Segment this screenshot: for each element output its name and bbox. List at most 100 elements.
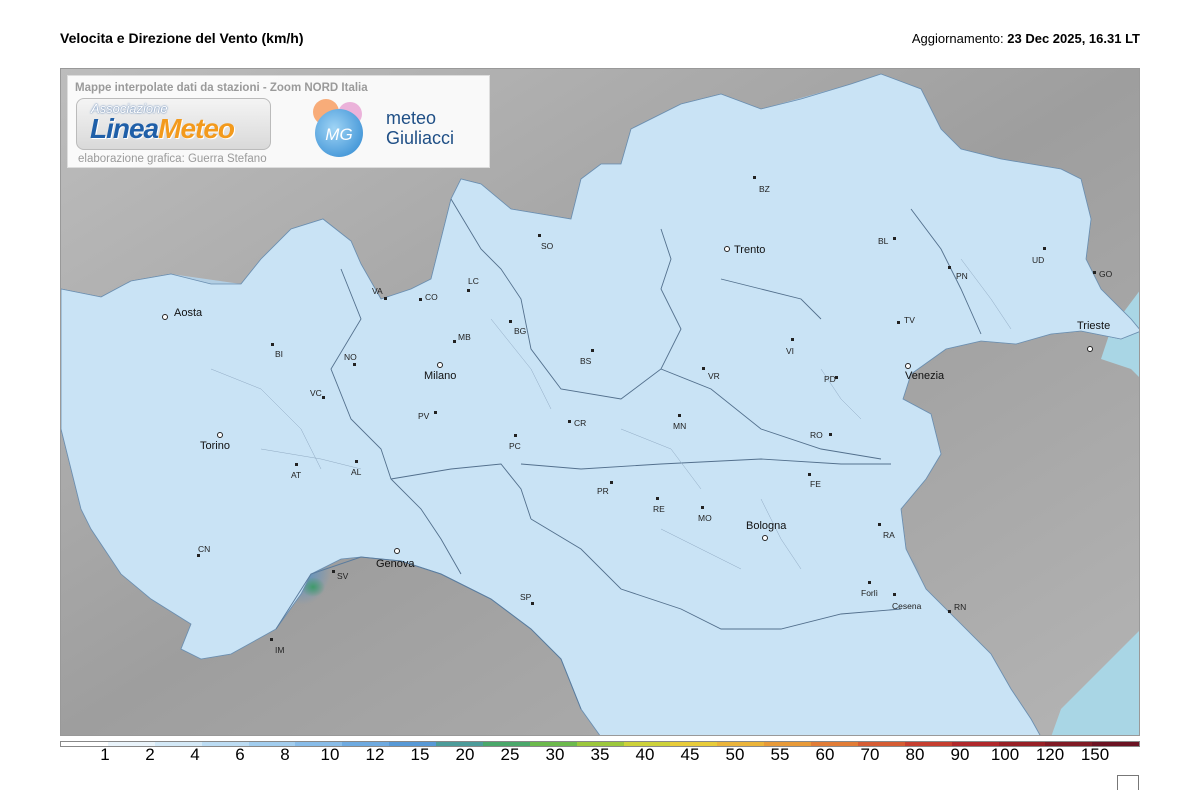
city-marker-go [1093,271,1096,274]
info-panel: Mappe interpolate dati da stazioni - Zoo… [67,75,490,168]
city-label-bl: BL [878,236,889,246]
city-marker-va [384,297,387,300]
legend-label: 1 [100,745,110,764]
city-marker-milano [437,362,443,368]
city-label-sp: SP [520,592,532,602]
city-marker-tv [897,321,900,324]
city-marker-al [355,460,358,463]
city-label-go: GO [1099,269,1113,279]
legend-swatch [998,742,1046,746]
city-marker-bi [271,343,274,346]
legend-swatch [811,742,858,746]
city-marker-bs [591,349,594,352]
city-marker-bz [753,176,756,179]
city-label-cesena: Cesena [892,601,922,611]
legend-label: 60 [815,745,835,764]
city-marker-bl [893,237,896,240]
city-label-at: AT [291,470,302,480]
legend-swatch [61,742,108,746]
city-label-so: SO [541,241,554,251]
city-marker-cn [197,554,200,557]
mg-text-meteo: meteo [386,108,437,128]
city-marker-genova [394,548,400,554]
legend-label: 120 [1035,745,1065,764]
mg-text-giuliacci: Giuliacci [386,128,455,148]
corner-box [1117,775,1139,790]
city-marker-pn [948,266,951,269]
city-marker-no [353,363,356,366]
legend-swatch [295,742,343,746]
city-label-pr: PR [597,486,609,496]
city-label-pc: PC [509,441,521,451]
city-marker-vi [791,338,794,341]
city-label-pd: PD [824,374,836,384]
legend-label: 80 [905,745,925,764]
city-label-mo: MO [698,513,712,523]
city-label-pn: PN [956,271,968,281]
city-label-fe: FE [810,479,821,489]
city-label-re: RE [653,504,665,514]
linea-meteo-logo: Associazione LineaMeteo [76,98,271,150]
legend-label: 50 [725,745,745,764]
legend-swatch [904,742,952,746]
region-borders [330,198,982,630]
wind-map [60,68,1140,736]
legend-swatch [529,742,577,746]
legend-label: 40 [635,745,655,764]
legend-label: 6 [235,745,245,764]
city-marker-im [270,638,273,641]
legend-label: 10 [320,745,340,764]
legend-label: 20 [455,745,475,764]
city-marker-pd [835,376,838,379]
city-marker-torino [217,432,223,438]
logo-assoc-text: Associazione [91,101,168,116]
legend-label: 2 [145,745,155,764]
city-marker-bg [509,320,512,323]
city-marker-ro [829,433,832,436]
city-marker-pr [610,481,613,484]
legend-swatch [764,742,811,746]
city-label-ud: UD [1032,255,1045,265]
legend-label: 35 [590,745,610,764]
city-marker-vc [322,396,325,399]
legend-color-bar [60,741,1140,747]
city-marker-mo [701,506,704,509]
city-label-genova: Genova [376,558,415,570]
city-label-mb: MB [458,332,471,342]
city-marker-fe [808,473,811,476]
city-label-bologna: Bologna [746,520,787,532]
logo-brand-text: LineaMeteo [90,113,235,145]
city-marker-forli [868,581,871,584]
city-marker-co [419,298,422,301]
city-marker-ra [878,523,881,526]
city-label-vi: VI [786,346,795,356]
city-label-bi: BI [275,349,284,359]
legend-swatch [717,742,765,746]
legend-swatch [623,742,671,746]
city-label-trento: Trento [734,244,766,256]
province-borders [210,258,1012,570]
city-marker-mn [678,414,681,417]
city-label-milano: Milano [424,370,457,382]
legend-swatch [342,742,390,746]
city-marker-trieste [1087,346,1093,352]
city-marker-aosta [162,314,168,320]
city-label-aosta: Aosta [174,307,203,319]
city-marker-mb [453,340,456,343]
legend-swatch [670,742,718,746]
city-marker-re [656,497,659,500]
legend-swatch [576,742,624,746]
city-label-sv: SV [337,571,349,581]
update-label: Aggiornamento: [911,31,1004,46]
city-label-forli: Forlì [861,588,878,598]
legend-swatch [857,742,905,746]
chart-title: Velocita e Direzione del Vento (km/h) [60,30,304,46]
legend-label: 150 [1080,745,1110,764]
city-label-vr: VR [708,371,720,381]
city-label-venezia: Venezia [905,370,945,382]
legend-label: 15 [410,745,430,764]
city-marker-so [538,234,541,237]
legend-swatch [248,742,296,746]
legend-label: 100 [990,745,1020,764]
city-marker-pv [434,411,437,414]
